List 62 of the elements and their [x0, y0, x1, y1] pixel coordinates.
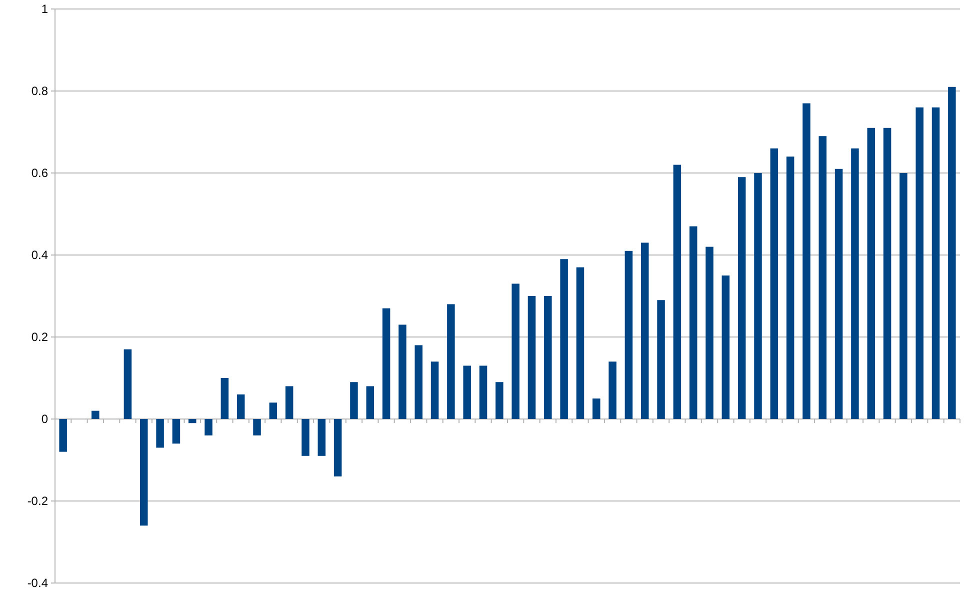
bar	[366, 386, 374, 419]
bar	[608, 362, 616, 419]
bar	[640, 242, 649, 419]
bar	[172, 419, 180, 444]
bar	[463, 366, 471, 419]
bar	[916, 107, 924, 419]
bar	[528, 296, 536, 419]
bar	[867, 128, 875, 419]
bar	[592, 398, 600, 419]
bar	[673, 164, 682, 419]
bar	[430, 362, 439, 419]
bar	[253, 419, 261, 436]
bar	[447, 304, 455, 419]
bar	[657, 300, 665, 419]
bar	[220, 378, 229, 419]
bar	[236, 394, 245, 419]
bar	[479, 366, 488, 419]
bar	[544, 296, 552, 419]
bar	[398, 324, 406, 419]
bar	[576, 267, 584, 419]
y-tick-label: 1	[41, 2, 48, 16]
bar	[188, 419, 196, 424]
bar	[334, 419, 342, 476]
y-tick-label: -0.4	[27, 576, 48, 590]
bar	[883, 128, 892, 419]
y-tick-label: 0.4	[31, 248, 48, 262]
bar	[900, 173, 908, 419]
bar	[624, 250, 633, 419]
bar	[59, 419, 67, 452]
bar	[382, 308, 390, 419]
y-tick-label: 0.6	[31, 166, 48, 180]
bar	[770, 148, 778, 419]
bar	[786, 156, 794, 419]
bar	[512, 284, 520, 419]
bar	[738, 177, 746, 419]
bar	[204, 419, 212, 436]
bar	[722, 276, 730, 419]
bar	[802, 103, 810, 419]
bar	[948, 86, 956, 419]
bar	[496, 382, 504, 419]
bar	[156, 419, 164, 448]
y-tick-label: 0.8	[31, 84, 48, 98]
bar	[140, 419, 148, 526]
y-tick-label: -0.2	[27, 494, 48, 508]
bar	[754, 173, 762, 419]
bar	[124, 349, 132, 419]
bar	[689, 226, 698, 419]
bar	[92, 410, 100, 419]
bar	[851, 148, 859, 419]
y-tick-label: 0	[41, 412, 48, 426]
bar	[414, 345, 422, 419]
bar	[560, 259, 568, 419]
bar	[318, 419, 326, 456]
bar	[932, 107, 940, 419]
y-tick-label: 0.2	[31, 330, 48, 344]
bar	[269, 402, 278, 419]
bar	[834, 168, 843, 419]
bar	[706, 246, 714, 419]
bar	[302, 419, 310, 456]
bar	[350, 382, 358, 419]
bar	[285, 386, 294, 419]
bar	[818, 136, 827, 419]
